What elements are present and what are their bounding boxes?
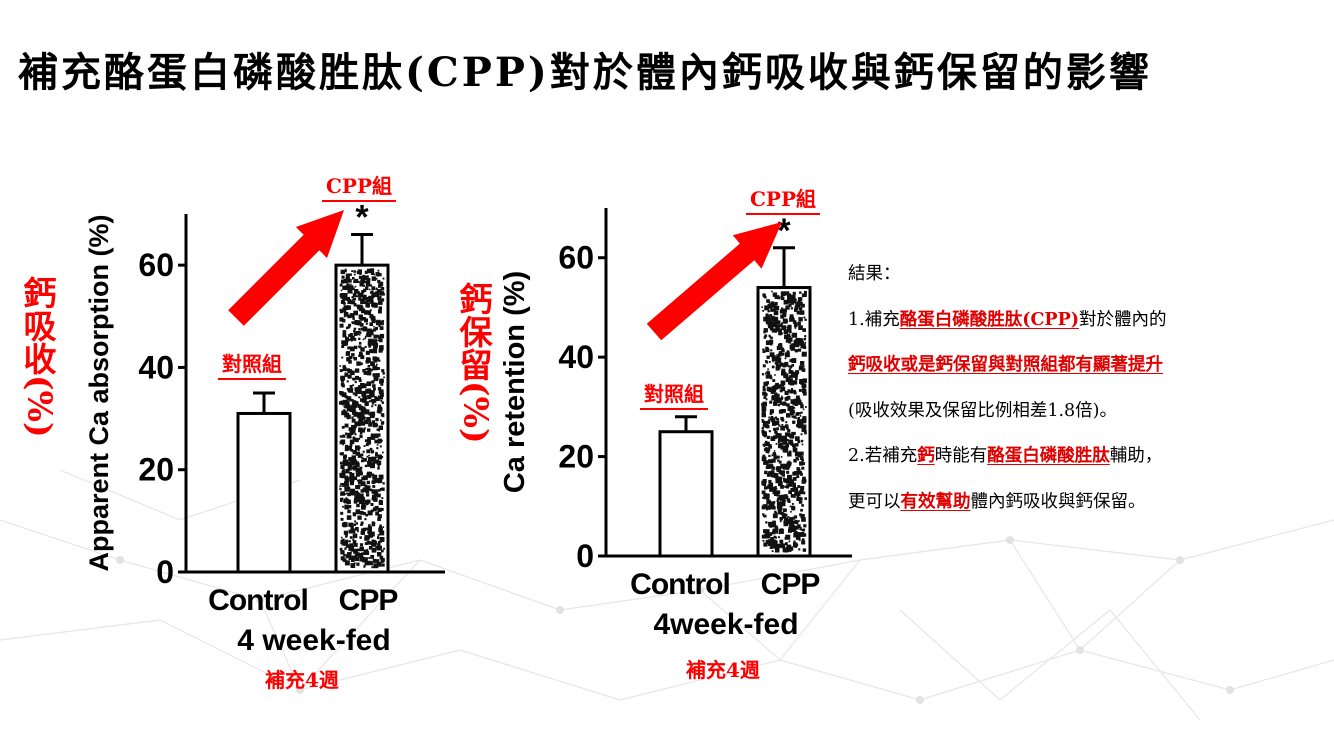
- y-tick-label: 20: [138, 452, 174, 488]
- y-tick-label: 20: [558, 439, 594, 475]
- results-line-4-highlight-1: 鈣: [917, 446, 935, 466]
- side-label-retention-text: 鈣保留: [454, 282, 493, 381]
- side-label-absorption: 鈣吸收 (%): [18, 276, 62, 446]
- y-tick-label: 60: [138, 247, 174, 283]
- chart-retention: 0 20 40 60 Ca retention (%) Control CPP * 4week-…: [499, 208, 852, 641]
- results-line-2: 鈣吸收或是鈣保留與對照組都有顯著提升: [848, 343, 1328, 389]
- period-label-2: 補充4週: [686, 658, 760, 682]
- results-line-1: 1.補充酪蛋白磷酸胜肽(CPP)對於體內的: [848, 298, 1328, 344]
- side-label-absorption-pct: (%): [20, 375, 60, 438]
- period-label-1: 補充4週: [265, 668, 339, 692]
- x-axis-label: 4 week-fed: [237, 624, 390, 657]
- page-title: 補充酪蛋白磷酸胜肽(CPP)對於體內鈣吸收與鈣保留的影響: [18, 49, 1152, 96]
- y-tick-label: 40: [558, 339, 594, 375]
- results-line-3: (吸收效果及保留比例相差1.8倍)。: [848, 400, 1117, 421]
- significance-star: *: [777, 212, 791, 250]
- side-label-retention: 鈣保留 (%): [454, 282, 498, 452]
- bar-cpp-texture: [761, 290, 807, 553]
- control-group-label-2: 對照組: [640, 378, 708, 410]
- results-line-5-suffix: 體內鈣吸收與鈣保留。: [970, 491, 1146, 512]
- bar-control: [236, 411, 292, 574]
- side-label-retention-pct: (%): [456, 381, 496, 444]
- y-tick-label: 40: [138, 349, 174, 385]
- bar-cpp-texture: [339, 268, 385, 569]
- x-axis-label: 4week-fed: [653, 608, 798, 641]
- results-line-4-suffix: 輔助，: [1109, 446, 1163, 466]
- y-tick-label: 0: [576, 538, 594, 574]
- category-label: CPP: [761, 568, 820, 601]
- results-block: 結果： 1.補充酪蛋白磷酸胜肽(CPP)對於體內的 鈣吸收或是鈣保留與對照組都有…: [848, 252, 1328, 525]
- control-group-label-1: 對照組: [218, 348, 286, 380]
- results-line-4-highlight-2: 酪蛋白磷酸胜肽: [987, 446, 1110, 466]
- cpp-group-label-2: CPP組: [746, 183, 820, 215]
- results-line-4: 2.若補充鈣時能有酪蛋白磷酸胜肽輔助，: [848, 434, 1328, 480]
- results-line-1-prefix: 1.補充: [848, 309, 900, 330]
- results-line-5-prefix: 更可以: [848, 491, 901, 512]
- increase-arrow: [646, 222, 782, 341]
- results-heading: 結果：: [848, 264, 901, 284]
- y-tick-label: 0: [156, 554, 174, 590]
- side-label-absorption-text: 鈣吸收: [18, 276, 57, 375]
- y-axis-label: Ca retention (%): [499, 271, 531, 493]
- results-line-4-middle: 時能有: [934, 446, 988, 466]
- results-line-1-highlight: 酪蛋白磷酸胜肽(CPP): [899, 309, 1080, 330]
- results-line-1-suffix: 對於體內的: [1079, 309, 1167, 330]
- y-tick-label: 60: [558, 240, 594, 276]
- results-line-5-highlight: 有效幫助: [900, 491, 971, 512]
- results-line-5: 更可以有效幫助體內鈣吸收與鈣保留。: [848, 480, 1328, 526]
- y-axis-label: Apparent Ca absorption (%): [84, 214, 114, 571]
- cpp-group-label-1: CPP組: [322, 170, 396, 202]
- category-label: Control: [208, 584, 308, 617]
- bar-control: [658, 430, 714, 558]
- category-label: Control: [630, 568, 730, 601]
- results-line-4-prefix: 2.若補充: [848, 446, 918, 466]
- category-label: CPP: [339, 584, 398, 617]
- significance-star: *: [355, 198, 369, 236]
- chart-absorption: 0 20 40 60 Apparent Ca absorption (%) Control…: [84, 198, 445, 657]
- results-line-2-highlight: 鈣吸收或是鈣保留與對照組都有顯著提升: [848, 355, 1163, 375]
- increase-arrow: [228, 210, 344, 326]
